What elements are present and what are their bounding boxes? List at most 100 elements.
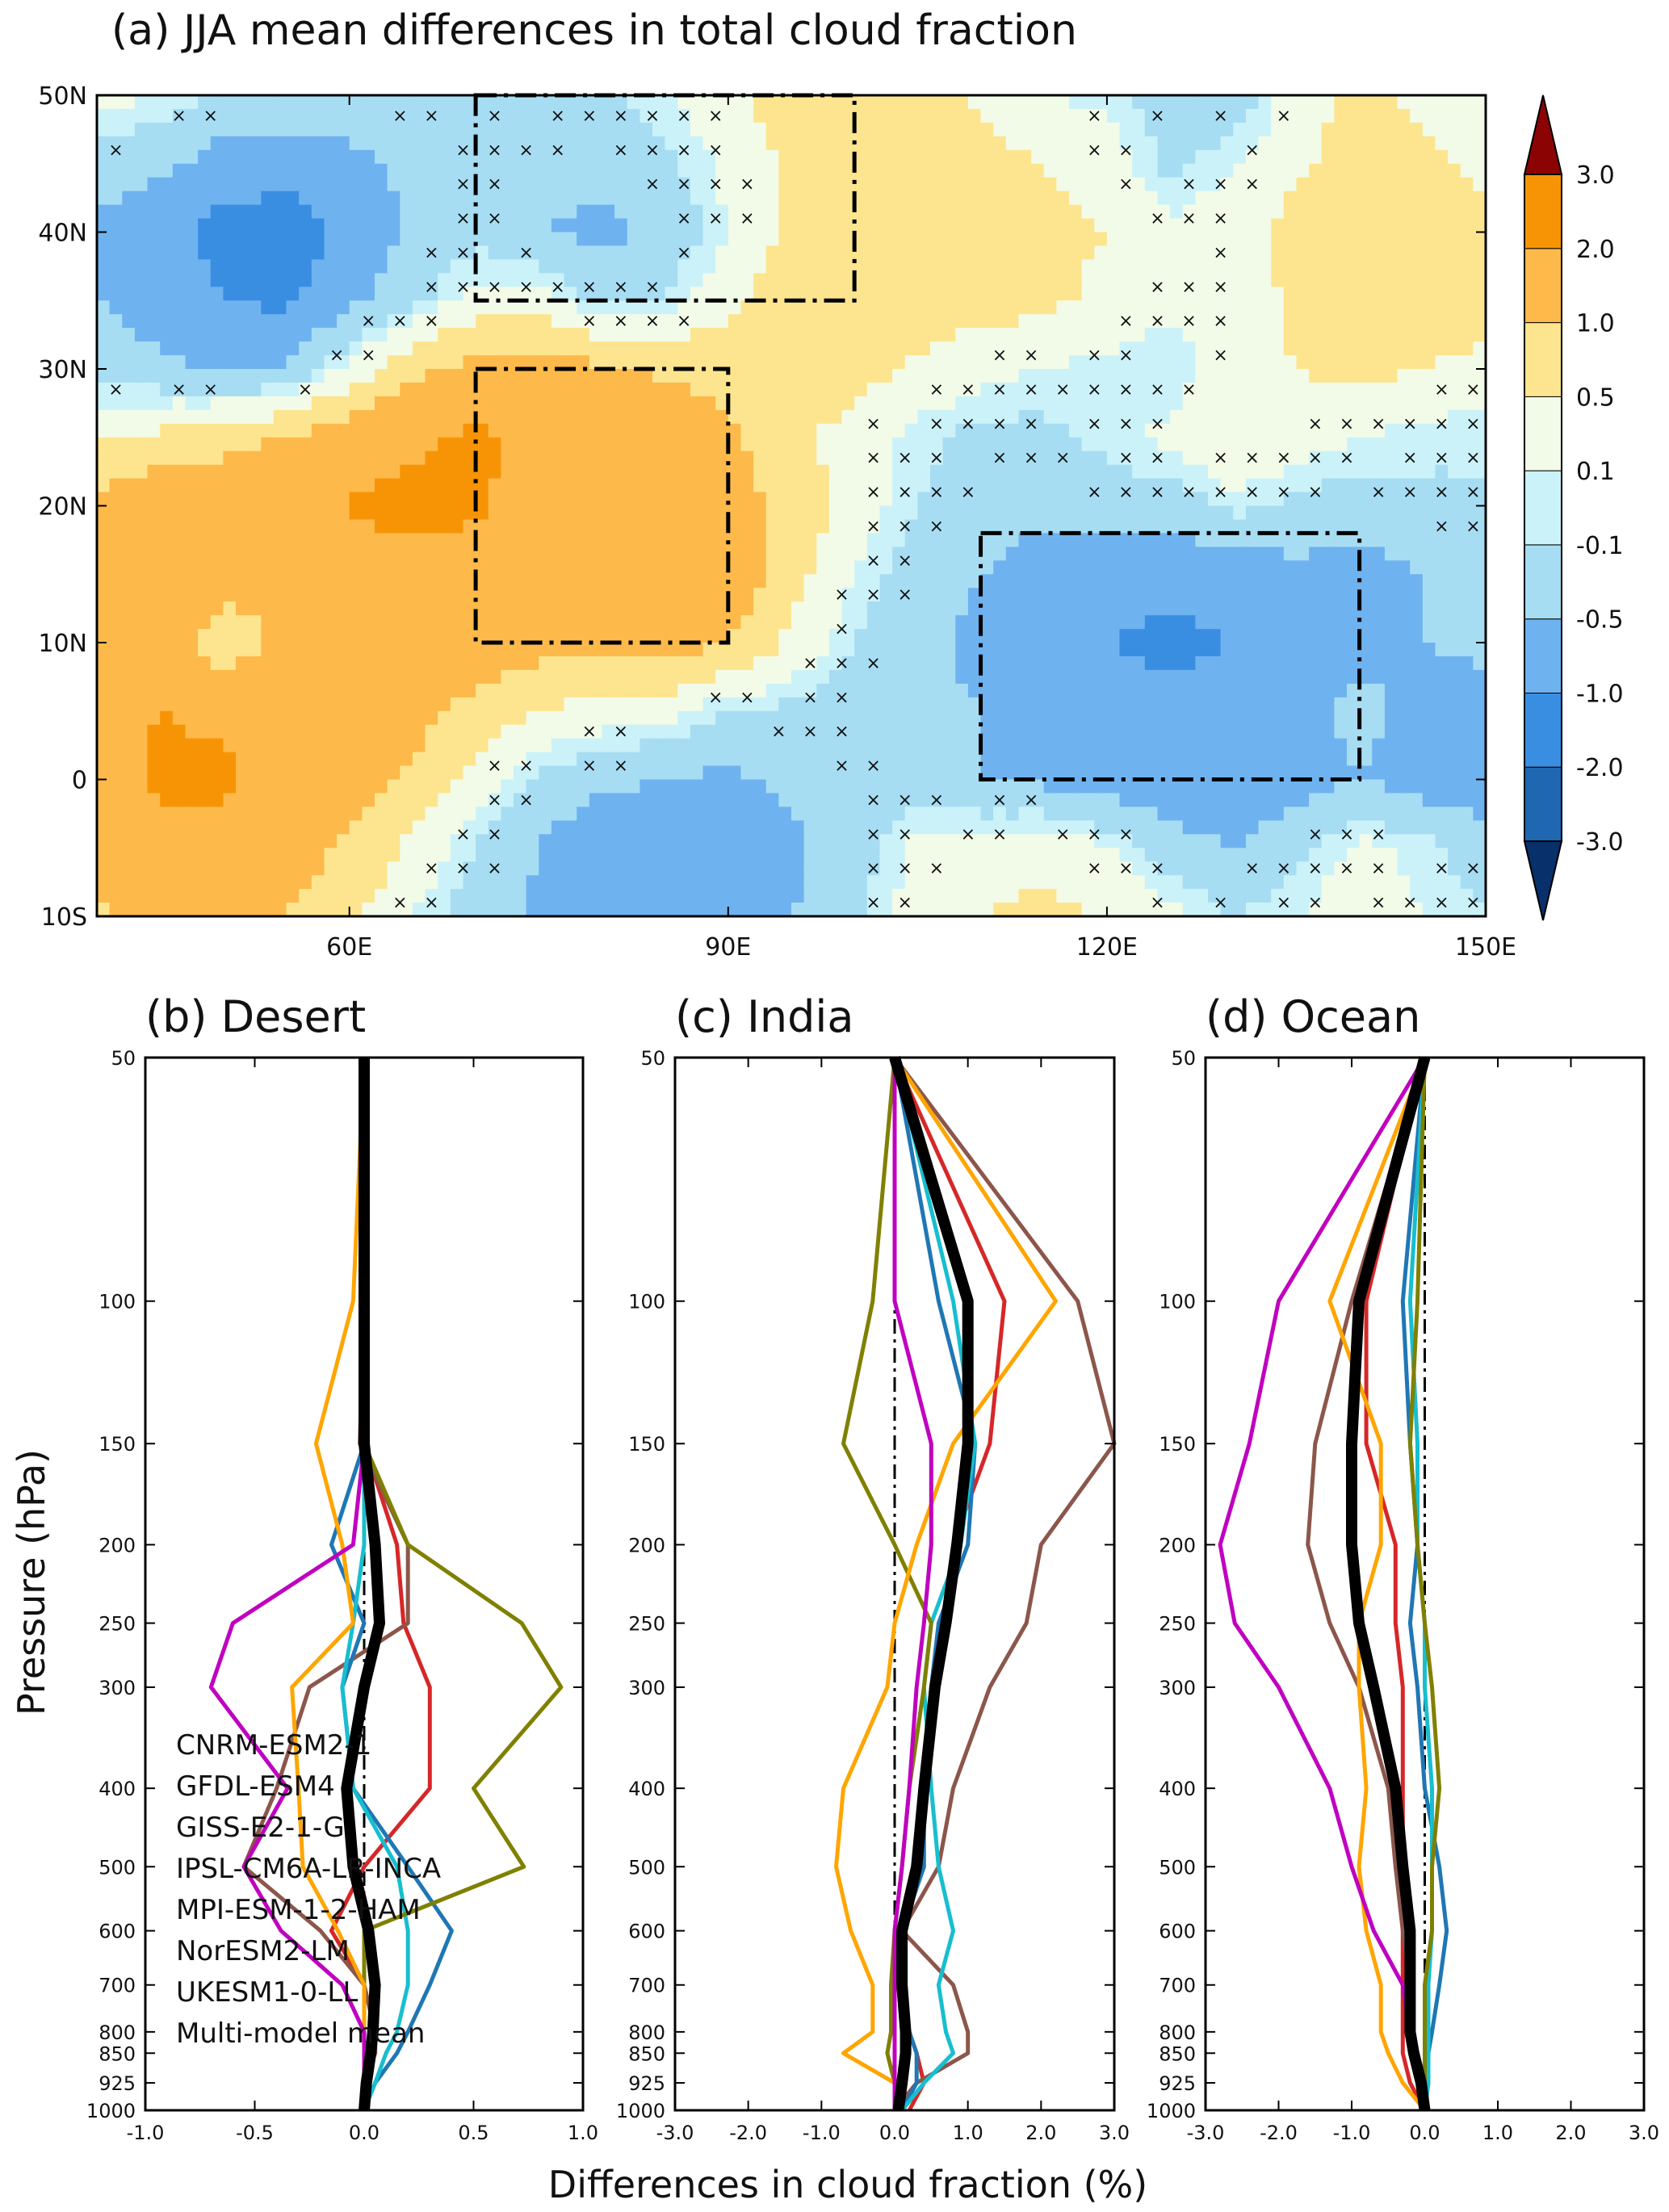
- map-cell: [677, 273, 691, 288]
- map-cell: [955, 560, 969, 576]
- map-cell: [134, 560, 149, 576]
- map-cell: [172, 259, 187, 274]
- map-cell: [109, 259, 123, 274]
- map-cell: [286, 273, 300, 288]
- map-cell: [147, 710, 161, 726]
- map-cell: [1005, 382, 1020, 397]
- map-cell: [640, 204, 653, 220]
- map-cell: [980, 492, 994, 507]
- map-cell: [551, 409, 565, 425]
- map-cell: [400, 245, 413, 261]
- map-cell: [210, 355, 224, 370]
- map-cell: [362, 629, 375, 643]
- map-cell: [286, 629, 300, 643]
- map-cell: [1397, 95, 1411, 110]
- map-cell: [147, 245, 161, 261]
- map-cell: [551, 163, 565, 178]
- map-cell: [1321, 505, 1336, 521]
- map-cell: [803, 136, 817, 151]
- map-cell: [1106, 588, 1121, 602]
- map-cell: [450, 355, 464, 370]
- map-cell: [450, 588, 464, 602]
- map-cell: [564, 505, 577, 521]
- map-cell: [1233, 588, 1247, 602]
- map-cell: [1410, 615, 1424, 630]
- map-cell: [652, 232, 666, 247]
- map-cell: [1321, 177, 1336, 192]
- map-cell: [412, 163, 426, 178]
- map-cell: [765, 669, 780, 685]
- map-cell: [602, 615, 615, 630]
- map-cell: [438, 492, 451, 507]
- map-cell: [1397, 204, 1411, 220]
- map-cell: [400, 437, 413, 452]
- map-cell: [614, 341, 628, 356]
- map-cell: [1144, 615, 1159, 630]
- map-cell: [1081, 191, 1095, 206]
- map-cell: [1410, 163, 1424, 178]
- map-cell: [362, 574, 375, 589]
- map-cell: [273, 163, 287, 178]
- map-cell: [1119, 191, 1133, 206]
- map-cell: [879, 478, 893, 493]
- map-cell: [109, 396, 123, 411]
- map-cell: [1182, 669, 1197, 685]
- map-cell: [879, 574, 893, 589]
- map-cell: [198, 669, 212, 685]
- map-cell: [488, 259, 502, 274]
- map-cell: [1056, 122, 1070, 137]
- map-cell: [1170, 122, 1184, 137]
- map-cell: [728, 423, 742, 438]
- map-cell: [1043, 287, 1058, 301]
- map-cell: [702, 437, 716, 452]
- map-cell: [1081, 547, 1095, 562]
- map-cell: [1245, 533, 1260, 548]
- map-cell: [917, 355, 931, 370]
- map-cell: [715, 136, 729, 151]
- map-cell: [1182, 245, 1197, 261]
- map-cell: [387, 533, 400, 548]
- map-cell: [438, 177, 451, 192]
- map-cell: [1296, 669, 1310, 685]
- map-cell: [841, 409, 855, 425]
- map-cell: [1372, 382, 1386, 397]
- map-cell: [955, 232, 969, 247]
- map-cell: [1081, 95, 1095, 110]
- map-cell: [690, 396, 704, 411]
- map-cell: [526, 710, 539, 726]
- map-cell: [476, 287, 489, 301]
- map-cell: [1271, 259, 1285, 274]
- map-cell: [1410, 191, 1424, 206]
- map-cell: [400, 464, 413, 480]
- map-cell: [967, 382, 982, 397]
- map-cell: [1106, 683, 1121, 698]
- map-cell: [740, 204, 754, 220]
- map-cell: [765, 588, 780, 602]
- map-cell: [349, 396, 363, 411]
- map-cell: [1233, 259, 1247, 274]
- map-cell: [1157, 177, 1171, 192]
- map-cell: [866, 122, 881, 137]
- map-cell: [425, 163, 438, 178]
- map-cell: [539, 478, 552, 493]
- map-cell: [1157, 656, 1171, 671]
- map-cell: [791, 423, 805, 438]
- map-cell: [1081, 177, 1095, 192]
- map-cell: [1435, 437, 1449, 452]
- map-cell: [1220, 656, 1234, 671]
- map-cell: [1473, 669, 1486, 685]
- map-cell: [551, 177, 565, 192]
- map-cell: [210, 382, 224, 397]
- map-cell: [147, 464, 161, 480]
- map-cell: [715, 588, 729, 602]
- map-cell: [122, 273, 136, 288]
- map-cell: [879, 547, 893, 562]
- map-cell: [198, 232, 212, 247]
- map-cell: [1283, 560, 1298, 576]
- map-cell: [463, 669, 476, 685]
- map-cell: [1347, 683, 1361, 698]
- map-cell: [1106, 341, 1121, 356]
- map-cell: [1119, 601, 1133, 616]
- map-cell: [122, 643, 136, 657]
- map-cell: [1195, 355, 1209, 370]
